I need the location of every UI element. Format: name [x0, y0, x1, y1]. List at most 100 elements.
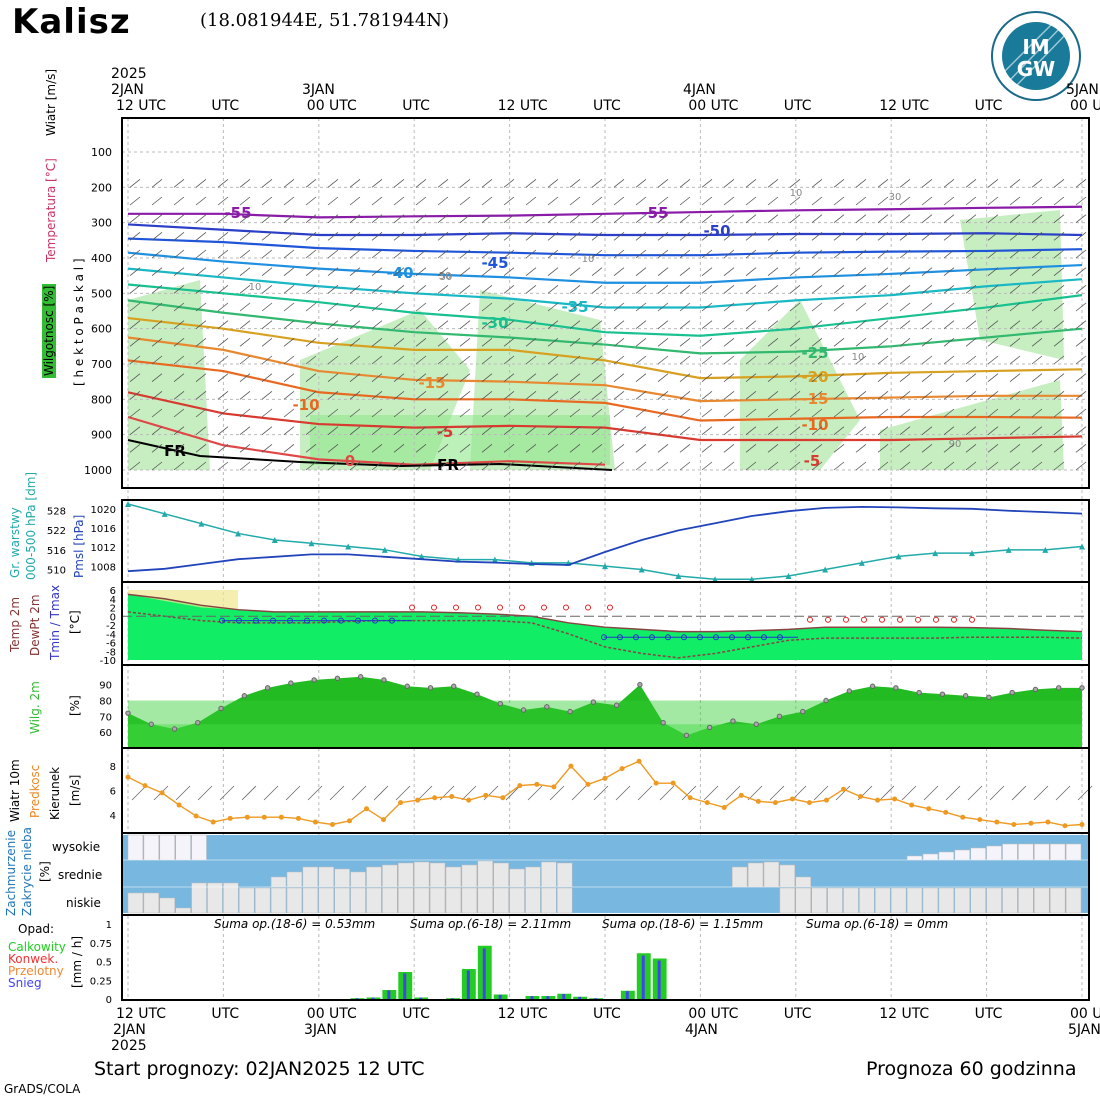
- tmax-point: [431, 604, 437, 611]
- wind-barb: [635, 249, 647, 259]
- wind-barb: [129, 214, 141, 223]
- wind-barb: [723, 373, 735, 382]
- wind-barb: [635, 355, 647, 365]
- wind-barb: [437, 179, 449, 188]
- wind-barb: [371, 426, 383, 435]
- wind-barb: [877, 249, 889, 259]
- isotherm-label: 0: [345, 452, 355, 470]
- wind-barb: [437, 461, 449, 471]
- wind-barb: [833, 302, 845, 312]
- wind-barb: [657, 196, 669, 206]
- wind-barb: [1031, 355, 1043, 365]
- wind-barb: [217, 302, 229, 312]
- wind-barb: [459, 373, 471, 382]
- wind-barb: [415, 373, 427, 382]
- wind-barb: [855, 373, 867, 382]
- temp-warm-area: [128, 590, 239, 610]
- wind-barb: [591, 408, 603, 418]
- wind-barb: [877, 461, 889, 471]
- wind-barb: [503, 302, 515, 312]
- wind-barb: [1053, 408, 1065, 418]
- wind-barb: [239, 179, 251, 188]
- cloud-high-bar: [1034, 843, 1050, 861]
- wind-barb: [569, 232, 581, 241]
- wind-barb: [261, 232, 273, 241]
- wind-barb: [1009, 444, 1021, 453]
- y-tick-label: 0.75: [90, 939, 112, 950]
- wind-barb: [613, 320, 625, 329]
- y-tick-label: 1012: [91, 543, 116, 554]
- humidity-label: 10: [852, 352, 865, 363]
- wind-barb: [943, 196, 955, 206]
- humidity-label: 50: [439, 271, 452, 282]
- wind-barb: [723, 338, 735, 347]
- wind-barb: [569, 373, 581, 382]
- wind-barb: [349, 249, 361, 259]
- snow-bar: [371, 997, 375, 999]
- wind-barb: [415, 408, 427, 418]
- wind-barb: [547, 249, 559, 259]
- top-year: 2025: [111, 66, 147, 82]
- wind-barb: [591, 249, 603, 259]
- wind-barb: [481, 355, 493, 365]
- wind-barb: [613, 179, 625, 188]
- cloud-low-bar: [286, 887, 303, 914]
- humidity-label: 10: [249, 282, 262, 293]
- cloud-mid-bar: [413, 861, 430, 888]
- wind-barb: [965, 214, 977, 223]
- humidity-point: [264, 685, 271, 691]
- wind-speed-point: [329, 821, 335, 827]
- bottom-tick: 12 UTC: [498, 1006, 548, 1022]
- wind-barb: [263, 785, 279, 801]
- wind-barb: [547, 179, 559, 188]
- wind-barb: [965, 196, 977, 206]
- wind-barb: [855, 249, 867, 259]
- wind-barb: [855, 285, 867, 294]
- humidity-point: [613, 702, 620, 708]
- cloud-low-bar: [191, 882, 207, 914]
- wind-barb: [965, 320, 977, 329]
- wind-barb: [525, 249, 537, 259]
- wind-barb: [547, 232, 559, 241]
- snow-bar: [403, 973, 407, 999]
- wind-barb: [525, 267, 537, 276]
- wind-speed-point: [295, 815, 301, 821]
- wind-barb: [679, 320, 691, 329]
- wind-barb: [767, 232, 779, 241]
- wind-barb: [305, 373, 317, 382]
- humidity-point: [404, 683, 410, 689]
- cloud-mid-bar: [509, 868, 525, 888]
- wind-barb: [415, 391, 427, 400]
- wind-barb: [283, 232, 295, 241]
- wind-barb: [1009, 214, 1021, 223]
- wind-barb: [393, 426, 405, 435]
- wind-barb: [459, 179, 471, 188]
- wind-barb: [327, 391, 339, 400]
- wind-barb: [417, 785, 433, 801]
- wind-barb: [1053, 426, 1065, 435]
- wind-barb: [217, 426, 229, 435]
- wind-barb: [393, 408, 405, 418]
- tmax-point: [897, 616, 903, 623]
- cloud-low-bar: [143, 892, 160, 914]
- wind-barb: [569, 196, 581, 206]
- wind-barb: [371, 444, 383, 453]
- snow-bar: [657, 960, 661, 999]
- wind-barb: [349, 391, 361, 400]
- wind-barb: [327, 461, 339, 471]
- wind-barb: [767, 214, 779, 223]
- wind-barb: [569, 214, 581, 223]
- wind-barb: [261, 408, 273, 418]
- wind-barb: [239, 338, 251, 347]
- wind-barb: [481, 391, 493, 400]
- wind-speed-point: [994, 819, 1000, 825]
- wind-barb: [481, 444, 493, 453]
- wind-barb: [899, 214, 911, 223]
- wind-barb: [657, 391, 669, 400]
- cloud-high-bar: [143, 834, 160, 861]
- wind-barb: [855, 338, 867, 347]
- wind-barb: [877, 338, 889, 347]
- tmax-point: [541, 604, 547, 611]
- wind-barb: [569, 267, 581, 276]
- wind-barb: [877, 232, 889, 241]
